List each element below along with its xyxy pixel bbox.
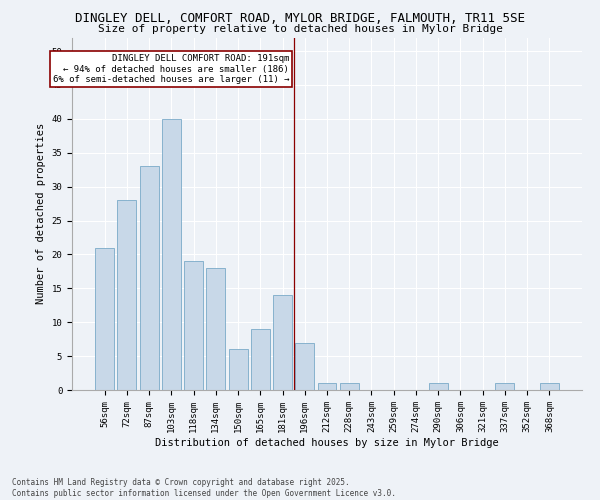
Bar <box>273 295 292 390</box>
Bar <box>162 119 181 390</box>
Bar <box>317 383 337 390</box>
Y-axis label: Number of detached properties: Number of detached properties <box>36 123 46 304</box>
Bar <box>540 383 559 390</box>
Bar <box>184 261 203 390</box>
Text: Size of property relative to detached houses in Mylor Bridge: Size of property relative to detached ho… <box>97 24 503 34</box>
Bar <box>251 329 270 390</box>
Bar <box>118 200 136 390</box>
Text: Contains HM Land Registry data © Crown copyright and database right 2025.
Contai: Contains HM Land Registry data © Crown c… <box>12 478 396 498</box>
Bar <box>295 342 314 390</box>
Bar <box>206 268 225 390</box>
Bar <box>95 248 114 390</box>
Text: DINGLEY DELL COMFORT ROAD: 191sqm
← 94% of detached houses are smaller (186)
6% : DINGLEY DELL COMFORT ROAD: 191sqm ← 94% … <box>53 54 289 84</box>
Bar <box>140 166 158 390</box>
X-axis label: Distribution of detached houses by size in Mylor Bridge: Distribution of detached houses by size … <box>155 438 499 448</box>
Bar <box>429 383 448 390</box>
Text: DINGLEY DELL, COMFORT ROAD, MYLOR BRIDGE, FALMOUTH, TR11 5SE: DINGLEY DELL, COMFORT ROAD, MYLOR BRIDGE… <box>75 12 525 26</box>
Bar <box>340 383 359 390</box>
Bar <box>496 383 514 390</box>
Bar <box>229 350 248 390</box>
